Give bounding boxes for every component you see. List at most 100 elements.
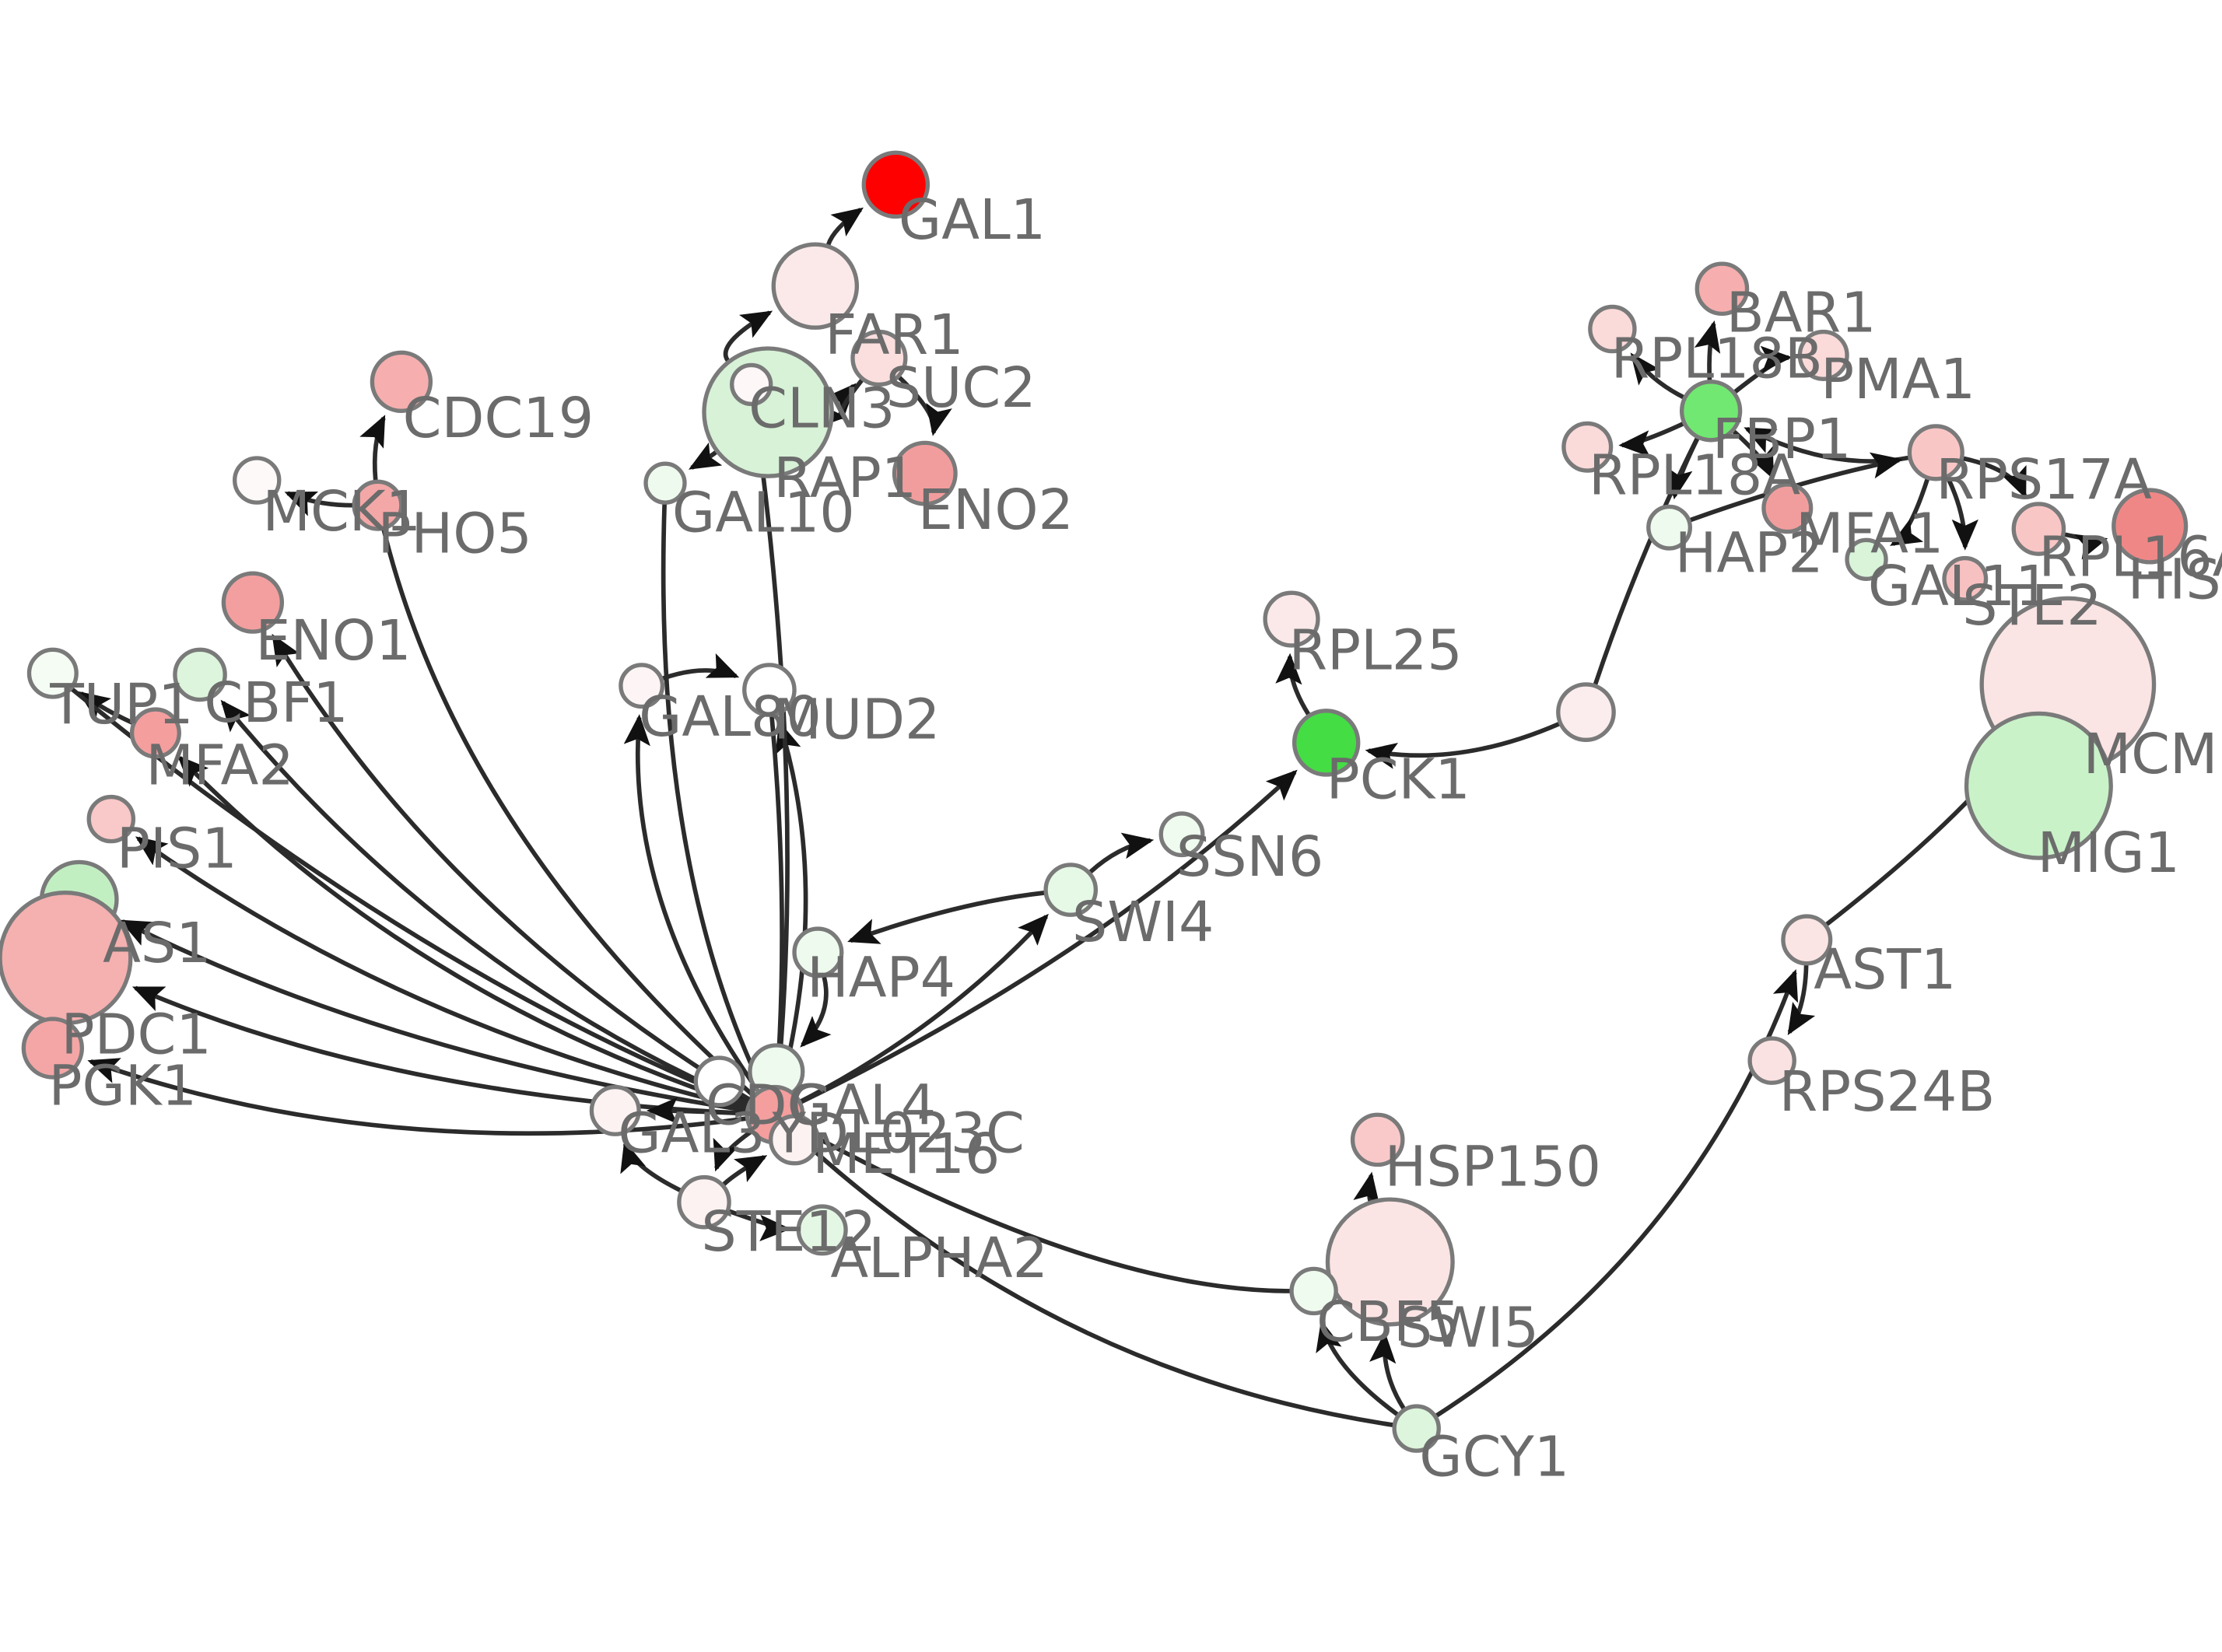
node-RAP1[interactable] bbox=[730, 362, 773, 407]
edge-FAR1-GAL1 bbox=[825, 207, 864, 246]
node-SUC2[interactable] bbox=[850, 329, 908, 387]
node-YDL023C[interactable] bbox=[768, 1114, 821, 1166]
edge-PHO5-CDC19 bbox=[359, 415, 386, 481]
node-RPL16A[interactable] bbox=[2011, 502, 2066, 556]
node-label-SWI4: SWI4 bbox=[1072, 890, 1214, 954]
node-BAR1[interactable] bbox=[1695, 261, 1750, 317]
node-label-FAR1: FAR1 bbox=[825, 303, 963, 367]
node-MFA2[interactable] bbox=[129, 707, 181, 759]
node-SWI5[interactable] bbox=[1325, 1197, 1455, 1327]
node-label-MCK1: MCK1 bbox=[262, 479, 421, 544]
node-RPS24B[interactable] bbox=[1747, 1036, 1796, 1085]
edge-HAP4-MET16 bbox=[800, 975, 832, 1048]
edge-STE12-GAL3 bbox=[620, 1140, 682, 1193]
node-HAP2[interactable] bbox=[1646, 504, 1693, 551]
node-SWI4[interactable] bbox=[1043, 863, 1099, 917]
node-PMA1[interactable] bbox=[1797, 329, 1849, 381]
node-PCK1[interactable] bbox=[1291, 709, 1361, 777]
node-FAR1[interactable] bbox=[771, 242, 860, 330]
node-CDC[interactable] bbox=[693, 1055, 745, 1108]
node-RPL25[interactable] bbox=[1263, 590, 1320, 648]
node-FBP1[interactable] bbox=[1679, 380, 1743, 443]
node-MCK1[interactable] bbox=[232, 456, 282, 505]
node-label-SWI5: SWI5 bbox=[1397, 1295, 1539, 1360]
node-label-MET16: MET16 bbox=[812, 1122, 1000, 1186]
edge-GAL4-PDC1 bbox=[131, 985, 746, 1116]
edge-GAL4-SWI4 bbox=[800, 913, 1049, 1104]
node-label-GAL11: GAL11 bbox=[1868, 554, 2051, 618]
edge-GCY1-CBF5 bbox=[1316, 1320, 1399, 1416]
node-label-RAP1: RAP1 bbox=[773, 446, 916, 510]
node-label-RPL25: RPL25 bbox=[1288, 618, 1462, 682]
node-CBF5[interactable] bbox=[1289, 1266, 1338, 1316]
edge-CLN3-SUC2 bbox=[825, 383, 857, 415]
node-GAL10[interactable] bbox=[643, 461, 687, 505]
edge-SWI5-HSP150 bbox=[1353, 1171, 1380, 1205]
node-CBF1[interactable] bbox=[173, 647, 227, 702]
node-PIS1[interactable] bbox=[86, 794, 136, 844]
edge-GAL4-ENO1 bbox=[272, 633, 752, 1102]
node-label-TUP1: TUP1 bbox=[49, 672, 193, 737]
node-GAL3[interactable] bbox=[589, 1084, 641, 1136]
node-PGK1[interactable] bbox=[21, 1017, 84, 1080]
node-RPL18B[interactable] bbox=[1588, 304, 1637, 354]
edge-CLN3-FAR1 bbox=[723, 310, 773, 362]
node-GAL1[interactable] bbox=[861, 150, 931, 219]
node-HAP4[interactable] bbox=[792, 926, 844, 978]
node-GCY1[interactable] bbox=[1392, 1404, 1441, 1453]
node-SSN6[interactable] bbox=[1158, 811, 1205, 858]
node-GAL80[interactable] bbox=[619, 663, 665, 709]
node-STE12[interactable] bbox=[677, 1174, 731, 1230]
node-label-FBP1: FBP1 bbox=[1712, 407, 1851, 471]
edge-CLN3-GAL10 bbox=[689, 442, 723, 470]
edge-GAL4-MFA2 bbox=[177, 755, 748, 1108]
node-MFA1[interactable] bbox=[1761, 482, 1814, 534]
node-HSP150[interactable] bbox=[1350, 1112, 1405, 1167]
node-label-ALPHA2: ALPHA2 bbox=[830, 1226, 1048, 1290]
node-label-CDC: CDC bbox=[706, 1073, 826, 1138]
node-label-RPL18A: RPL18A bbox=[1589, 443, 1800, 507]
nodes-layer bbox=[0, 150, 2189, 1453]
edge-SUC2-CLN3 bbox=[814, 378, 864, 429]
node-label-RPL18B: RPL18B bbox=[1611, 326, 1823, 390]
edge-GAL4-GAS1 bbox=[119, 919, 747, 1113]
edge-MFA2-TUP1 bbox=[78, 691, 134, 725]
node-AST1[interactable] bbox=[1781, 914, 1833, 966]
edge-PHO5-MCK1 bbox=[284, 491, 353, 516]
node-label-PCK1: PCK1 bbox=[1327, 747, 1470, 811]
edge-GAL4-PCK1 bbox=[800, 769, 1298, 1104]
edge-RPS17A-STE2 bbox=[1946, 476, 1978, 551]
node-TUP1[interactable] bbox=[26, 647, 79, 699]
node-STE2[interactable] bbox=[1942, 555, 1989, 602]
node-ALPHA2[interactable] bbox=[796, 1204, 848, 1256]
node-ENO2[interactable] bbox=[892, 440, 958, 506]
node-label-PMA1: PMA1 bbox=[1821, 347, 1975, 411]
edge-GAL4-GCY1 bbox=[794, 1132, 1394, 1427]
node-HUB1[interactable] bbox=[1556, 682, 1616, 743]
node-label-PIS1: PIS1 bbox=[117, 817, 237, 881]
node-PHO5[interactable] bbox=[352, 479, 404, 531]
node-label-MCM1: MCM1 bbox=[2084, 722, 2222, 786]
node-GAL11[interactable] bbox=[1845, 537, 1888, 581]
node-MUD2[interactable] bbox=[742, 663, 797, 717]
node-HIS4[interactable] bbox=[2112, 488, 2189, 565]
node-label-RPL16A: RPL16A bbox=[2038, 525, 2222, 590]
node-label-PDC1: PDC1 bbox=[61, 1003, 212, 1067]
edge-GAL4-PIS1 bbox=[135, 836, 748, 1111]
node-ENO1[interactable] bbox=[221, 571, 285, 634]
node-label-ENO1: ENO1 bbox=[255, 608, 411, 673]
node-label-CBF1: CBF1 bbox=[204, 670, 348, 735]
node-MIG1[interactable] bbox=[1964, 711, 2113, 860]
edge-FBP1-PMA1 bbox=[1733, 345, 1793, 394]
node-RPL18A[interactable] bbox=[1561, 421, 1614, 473]
edge-GAL4-PGK1 bbox=[87, 1058, 747, 1136]
edge-RPL16A-HIS4 bbox=[2063, 532, 2108, 560]
edge-STE12-ALPHA2 bbox=[727, 1209, 791, 1241]
node-RPS17A[interactable] bbox=[1907, 424, 1964, 481]
node-CDC19[interactable] bbox=[370, 350, 433, 413]
edge-GAL4-GAL80 bbox=[623, 714, 760, 1093]
edge-STE12-YDL023C bbox=[722, 1155, 768, 1186]
edge-RPS17A-GAL11 bbox=[1890, 478, 1930, 547]
edge-FBP1-HAP2 bbox=[1666, 437, 1700, 500]
